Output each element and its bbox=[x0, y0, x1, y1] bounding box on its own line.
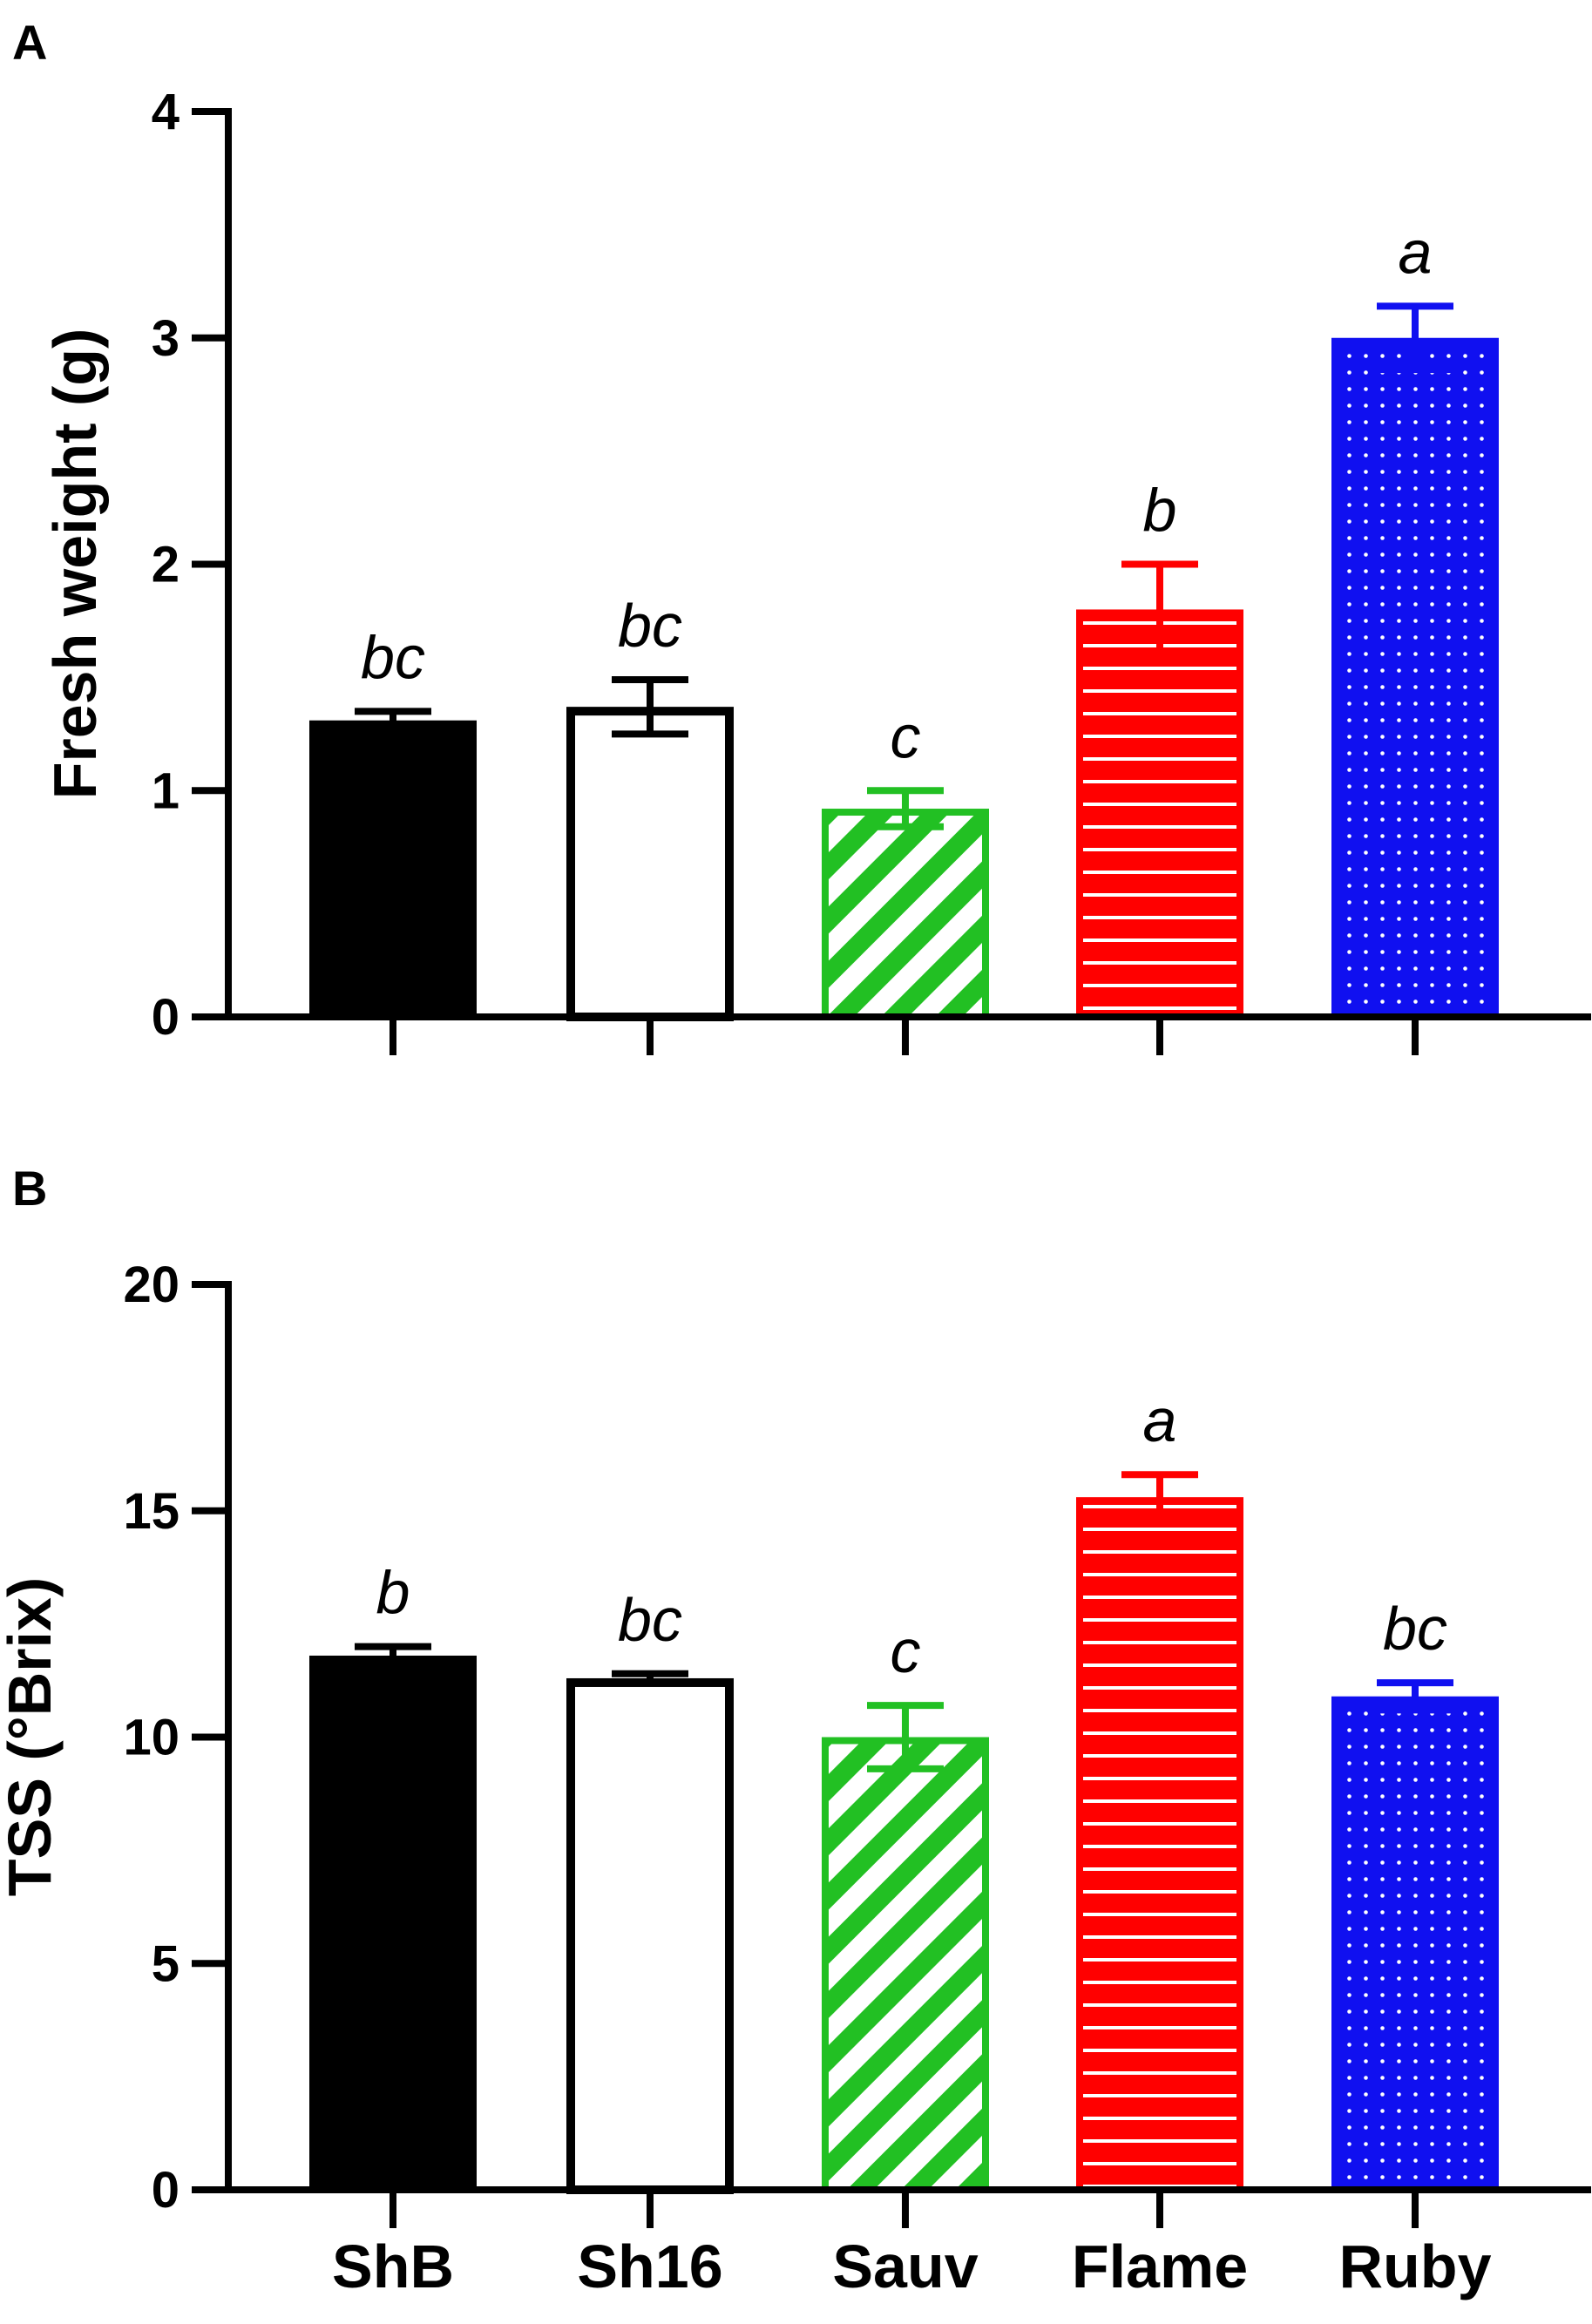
panel-a-y-tick-label: 2 bbox=[152, 537, 180, 593]
panel-b-error-bar-flame bbox=[1121, 1471, 1198, 1524]
panel-b-error-bars bbox=[355, 1471, 1453, 1772]
panel-a-x-ticks bbox=[390, 1017, 1419, 1055]
category-label-shb: ShB bbox=[332, 2233, 454, 2300]
panel-b-significance-flame: a bbox=[1143, 1386, 1177, 1454]
panel-a-error-bar-sauv bbox=[867, 787, 944, 830]
panel-b-bar-sauv bbox=[822, 1737, 989, 2193]
panel-b-error-bar-sh16 bbox=[612, 1670, 688, 1684]
panel-a-y-tick-label: 3 bbox=[152, 310, 180, 367]
panel-a-significance-sh16: bc bbox=[618, 592, 682, 660]
category-label-flame: Flame bbox=[1072, 2233, 1248, 2300]
panel-a: A bc bc c b a 0 1 2 3 4 Fresh weight (g) bbox=[12, 15, 1591, 1055]
panel-a-significance-labels: bc bc c b a bbox=[361, 218, 1432, 770]
panel-b-y-axis-title: TSS (°Brix) bbox=[0, 1577, 64, 1896]
panel-b-error-bar-shb bbox=[355, 1643, 431, 1665]
panel-b-error-bar-sauv bbox=[867, 1702, 944, 1772]
panel-b-y-tick-label: 0 bbox=[152, 2162, 180, 2219]
panel-a-error-bar-flame bbox=[1121, 560, 1198, 659]
panel-a-y-tick-label: 0 bbox=[152, 989, 180, 1046]
panel-a-bar-sauv bbox=[822, 809, 989, 1021]
category-label-sh16: Sh16 bbox=[577, 2233, 722, 2300]
panel-a-y-ticks: 0 1 2 3 4 bbox=[152, 84, 228, 1046]
panel-b-bar-ruby bbox=[1331, 1696, 1499, 2193]
panel-a-error-bar-shb bbox=[355, 708, 431, 730]
panel-a-bars bbox=[309, 337, 1499, 1022]
panel-a-significance-sauv: c bbox=[891, 702, 921, 770]
panel-b-x-ticks bbox=[390, 2190, 1419, 2228]
panel-a-bar-shb bbox=[309, 720, 477, 1020]
panel-a-bar-sh16 bbox=[566, 707, 734, 1022]
panel-b-significance-sauv: c bbox=[891, 1617, 921, 1685]
panel-b-y-tick-label: 15 bbox=[123, 1483, 180, 1540]
panel-a-bar-flame bbox=[1076, 609, 1243, 1020]
panel-b-y-tick-label: 20 bbox=[123, 1257, 180, 1313]
panel-a-y-tick-label: 4 bbox=[152, 84, 180, 140]
panel-b-significance-labels: b bc c a bc bbox=[376, 1386, 1447, 1685]
panel-b-bar-flame bbox=[1076, 1497, 1243, 2194]
panel-a-error-bar-ruby bbox=[1377, 302, 1453, 374]
panel-a-error-bar-sh16 bbox=[612, 675, 688, 738]
panel-b-significance-sh16: bc bbox=[618, 1586, 682, 1654]
panel-b-error-bar-ruby bbox=[1377, 1679, 1453, 1714]
panel-a-y-axis-title: Fresh weight (g) bbox=[41, 329, 109, 800]
panel-b-y-tick-label: 5 bbox=[152, 1935, 180, 1992]
panel-a-error-bars bbox=[355, 302, 1453, 830]
panel-a-significance-ruby: a bbox=[1399, 218, 1433, 286]
panel-b-label: B bbox=[12, 1161, 47, 1216]
panel-b-y-ticks: 0 5 10 15 20 bbox=[123, 1257, 228, 2219]
panel-a-significance-flame: b bbox=[1143, 477, 1177, 545]
panel-b-significance-ruby: bc bbox=[1383, 1595, 1447, 1663]
panel-b-significance-shb: b bbox=[376, 1559, 410, 1627]
panel-b-y-tick-label: 10 bbox=[123, 1710, 180, 1766]
panel-b-bar-shb bbox=[309, 1655, 477, 2193]
category-label-sauv: Sauv bbox=[832, 2233, 978, 2300]
category-label-ruby: Ruby bbox=[1339, 2233, 1492, 2300]
panel-a-significance-shb: bc bbox=[361, 623, 425, 691]
panel-a-bar-ruby bbox=[1331, 337, 1499, 1020]
panel-b-category-labels: ShB Sh16 Sauv Flame Ruby bbox=[332, 2233, 1492, 2300]
panel-a-y-tick-label: 1 bbox=[152, 762, 180, 819]
panel-a-label: A bbox=[12, 15, 47, 70]
panel-b-bar-sh16 bbox=[566, 1677, 734, 2194]
panel-b-bars bbox=[309, 1497, 1499, 2194]
